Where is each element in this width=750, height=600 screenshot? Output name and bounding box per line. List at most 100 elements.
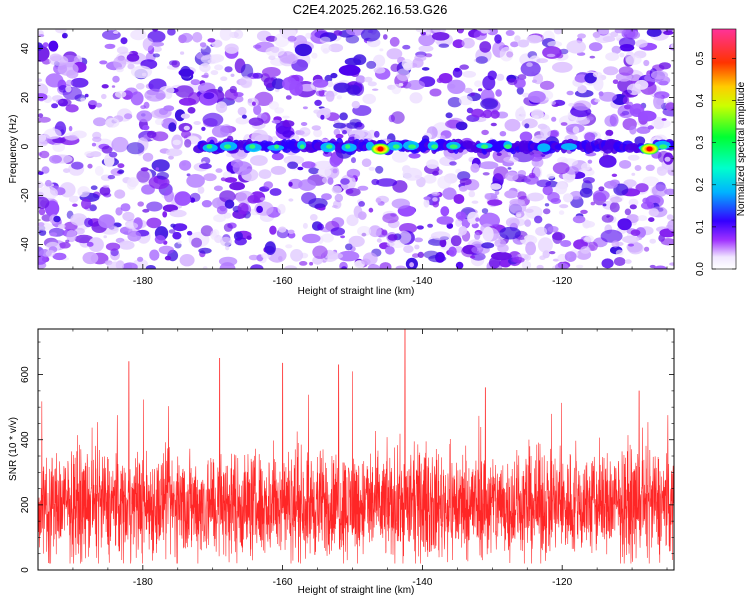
heatmap-cell — [600, 229, 623, 243]
heatmap-cell — [308, 198, 328, 209]
heatmap-cell — [592, 31, 601, 38]
heatmap-cell — [49, 232, 58, 237]
heatmap-y-axis: -40 -20 0 20 40 — [20, 36, 674, 270]
heatmap-cell — [340, 235, 345, 239]
heatmap-cell — [440, 206, 450, 217]
heatmap-cell — [101, 145, 113, 154]
heatmap-cell — [98, 214, 115, 229]
heatmap-cell — [450, 235, 462, 247]
heatmap-cell — [351, 100, 360, 109]
heatmap-cell — [72, 203, 78, 207]
heatmap-cell — [55, 29, 67, 34]
heatmap-cell — [447, 97, 462, 108]
heatmap-cell — [475, 217, 480, 222]
heatmap-cell — [442, 187, 457, 200]
heatmap-cell — [295, 130, 305, 136]
heatmap-cell — [653, 94, 665, 110]
heatmap-cell — [162, 204, 178, 212]
heatmap-cell — [611, 45, 621, 55]
heatmap-cell — [346, 168, 361, 179]
snr-series-line — [38, 329, 674, 564]
heatmap-cell — [269, 188, 282, 196]
heatmap-cell — [572, 126, 580, 134]
heatmap-cell — [617, 104, 635, 119]
heatmap-cell — [372, 88, 379, 91]
colorbar-gradient — [712, 29, 736, 269]
heatmap-cell — [409, 92, 423, 104]
heatmap-cell — [57, 62, 79, 76]
heatmap-cell — [346, 122, 359, 129]
heatmap-cell — [38, 78, 43, 82]
heatmap-cell — [455, 211, 467, 220]
heatmap-cell — [180, 51, 185, 55]
heatmap-cell — [66, 229, 77, 243]
heatmap-cell — [303, 130, 311, 133]
heatmap-cell — [543, 208, 551, 215]
heatmap-cell — [158, 108, 169, 115]
heatmap-cell — [203, 92, 215, 100]
colorbar-ticks: 0.0 0.1 0.2 0.3 0.4 0.5 — [695, 51, 736, 276]
heatmap-cell — [287, 161, 299, 169]
heatmap-cell — [322, 48, 330, 54]
heatmap-cell — [520, 61, 541, 77]
heatmap-cell — [612, 79, 619, 84]
heatmap-cell — [504, 190, 518, 199]
snr-x-label: Height of straight line (km) — [298, 585, 415, 596]
heatmap-cell — [386, 48, 403, 60]
heatmap-cell — [546, 53, 556, 58]
heatmap-cell — [337, 250, 360, 262]
heatmap-cell — [474, 232, 481, 240]
heatmap-cell — [51, 103, 59, 109]
heatmap-cell — [624, 259, 632, 264]
heatmap-cell — [224, 177, 238, 183]
heatmap-cell — [179, 65, 192, 80]
heatmap-cell — [45, 179, 52, 187]
heatmap-cell — [455, 261, 464, 269]
heatmap-cell — [297, 166, 304, 171]
heatmap-cell — [224, 199, 235, 209]
heatmap-cell — [361, 258, 371, 265]
heatmap-cell — [223, 223, 233, 232]
heatmap-cell — [524, 208, 534, 213]
heatmap-cell — [250, 155, 268, 166]
heatmap-cell — [539, 255, 546, 260]
heatmap-cell — [333, 128, 341, 136]
heatmap-cell — [142, 208, 150, 213]
heatmap-cell — [546, 173, 556, 179]
heatmap-cell — [174, 191, 192, 206]
heatmap-cell — [409, 262, 414, 268]
heatmap-cell — [38, 134, 47, 143]
heatmap-cell — [346, 214, 359, 227]
heatmap-cell — [154, 118, 164, 126]
heatmap-cell — [656, 120, 664, 126]
heatmap-cell — [357, 185, 369, 191]
heatmap-cell — [186, 230, 193, 236]
heatmap-cell — [474, 80, 483, 87]
heatmap-cell — [180, 32, 193, 43]
heatmap-x-label: Height of straight line (km) — [298, 286, 415, 297]
heatmap-cell — [526, 192, 545, 202]
x-tick-label: -120 — [552, 276, 572, 287]
heatmap-cell — [499, 46, 514, 62]
heatmap-cell — [524, 219, 532, 227]
heatmap-cell — [669, 141, 674, 150]
heatmap-cell — [594, 98, 600, 103]
colorbar-tick-label: 0.3 — [695, 135, 706, 149]
heatmap-cell — [490, 110, 500, 119]
heatmap-peak-core — [646, 146, 653, 152]
heatmap-cell — [544, 203, 550, 207]
heatmap-cell — [151, 159, 170, 172]
heatmap-cell — [305, 32, 312, 39]
heatmap-cell — [58, 242, 71, 249]
heatmap-cell — [88, 237, 104, 253]
heatmap-cell — [334, 193, 343, 203]
heatmap-cell — [179, 254, 195, 267]
heatmap-cell — [202, 112, 224, 127]
heatmap-cell — [284, 159, 290, 164]
heatmap-cell — [524, 174, 539, 185]
heatmap-cell — [181, 130, 191, 139]
heatmap-cell — [338, 64, 361, 76]
heatmap-cell — [553, 29, 563, 35]
heatmap-cell — [95, 102, 103, 108]
